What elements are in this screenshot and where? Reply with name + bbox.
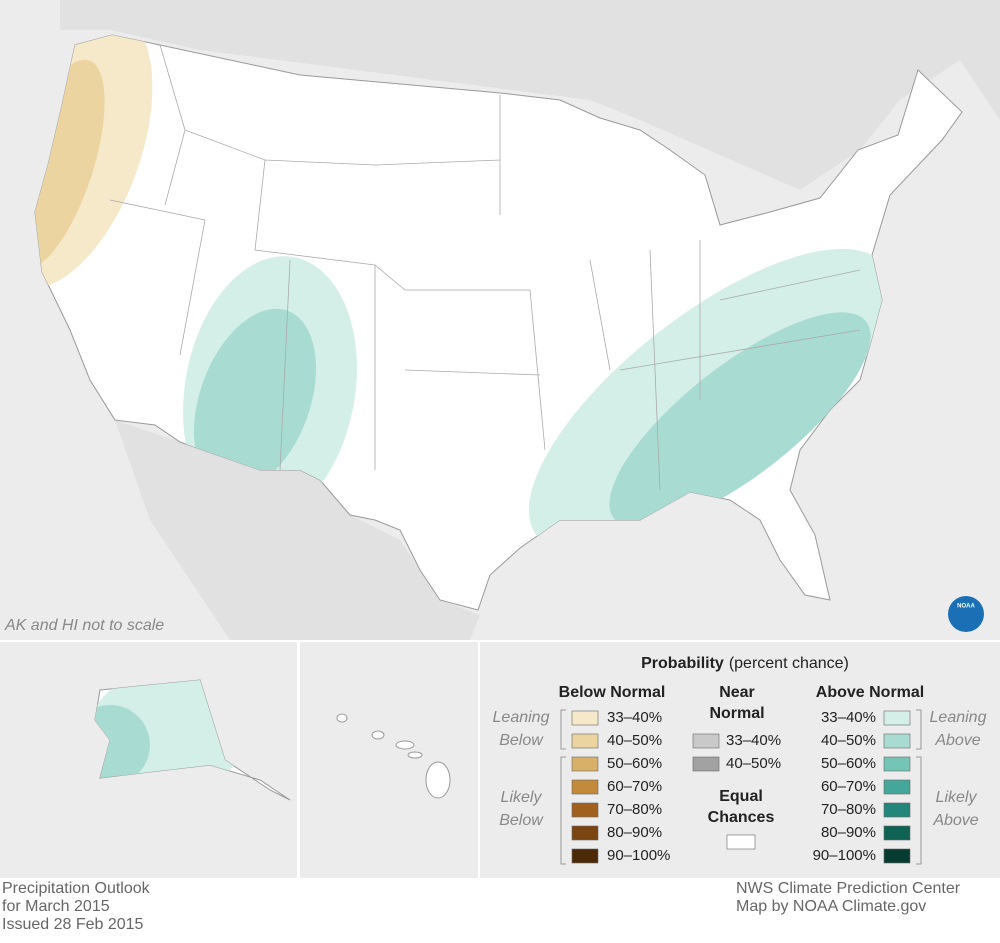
likely-above-area	[609, 312, 871, 528]
near-heading: Normal	[709, 705, 764, 722]
near-heading: Near	[719, 684, 755, 701]
scale-note: AK and HI not to scale	[4, 617, 164, 634]
likely-above-area	[95, 705, 150, 785]
legend-label: 60–70%	[821, 778, 876, 795]
legend-title-note: (percent chance)	[729, 655, 849, 672]
legend-label: 80–90%	[821, 824, 876, 841]
legend-label: 50–60%	[821, 755, 876, 772]
legend-label: 70–80%	[607, 801, 662, 818]
legend-label: 80–90%	[607, 824, 662, 841]
legend-label: 33–40%	[607, 709, 662, 726]
hawaii	[336, 713, 451, 799]
legend: Probability (percent chance) Below Normal A…	[493, 655, 987, 865]
footer-credit: NWS Climate Prediction Center	[736, 880, 961, 897]
legend-label: 33–40%	[726, 732, 781, 749]
above-likely-label: Above	[932, 812, 978, 829]
legend-label: 33–40%	[821, 709, 876, 726]
legend-label: 90–100%	[607, 847, 670, 864]
noaa-logo-text: NOAA	[957, 604, 975, 610]
legend-swatch	[571, 848, 599, 864]
legend-label: 40–50%	[726, 755, 781, 772]
legend-swatch	[571, 756, 599, 772]
legend-swatch	[726, 834, 756, 850]
equal-heading: Chances	[708, 809, 775, 826]
legend-swatch	[571, 802, 599, 818]
bracket	[916, 709, 922, 750]
legend-swatch	[692, 756, 720, 772]
below-leaning-label: Below	[499, 732, 544, 749]
legend-swatch	[571, 825, 599, 841]
mexico	[115, 420, 480, 640]
legend-swatch	[883, 802, 911, 818]
hawaii-panel	[300, 642, 478, 878]
bracket	[560, 709, 566, 750]
legend-swatch	[571, 710, 599, 726]
above-leaning-label: Leaning	[930, 709, 987, 726]
legend-swatch	[571, 733, 599, 749]
legend-swatch	[883, 733, 911, 749]
bracket	[916, 756, 922, 865]
legend-label: 40–50%	[821, 732, 876, 749]
footer-credit: Map by NOAA Climate.gov	[736, 898, 926, 915]
above-heading: Above Normal	[816, 684, 924, 701]
legend-title-main: Probability	[641, 655, 724, 672]
bracket	[560, 756, 566, 865]
legend-label: 90–100%	[813, 847, 876, 864]
footer-text: Precipitation Outlook	[2, 880, 151, 897]
below-likely-label: Below	[499, 812, 544, 829]
legend-label: 40–50%	[607, 732, 662, 749]
legend-title: Probability (percent chance)	[641, 655, 849, 672]
equal-heading: Equal	[719, 788, 763, 805]
legend-swatch	[883, 825, 911, 841]
footer-text: for March 2015	[2, 898, 110, 915]
footer-text: Issued 28 Feb 2015	[2, 916, 144, 933]
state-borders	[109, 44, 861, 491]
below-heading: Below Normal	[559, 684, 666, 701]
likely-below-area	[35, 59, 105, 271]
above-likely-label: Likely	[936, 789, 978, 806]
above-leaning-label: Above	[934, 732, 980, 749]
noaa-logo	[948, 596, 984, 632]
legend-swatch	[883, 710, 911, 726]
below-likely-label: Likely	[501, 789, 543, 806]
legend-swatch	[692, 733, 720, 749]
legend-label: 70–80%	[821, 801, 876, 818]
outlook-shading	[35, 35, 892, 552]
legend-swatch	[571, 779, 599, 795]
legend-swatch	[883, 756, 911, 772]
canada	[60, 0, 1000, 190]
legend-label: 60–70%	[607, 778, 662, 795]
legend-label: 50–60%	[607, 755, 662, 772]
below-leaning-label: Leaning	[493, 709, 550, 726]
legend-swatch	[883, 779, 911, 795]
legend-swatch	[883, 848, 911, 864]
